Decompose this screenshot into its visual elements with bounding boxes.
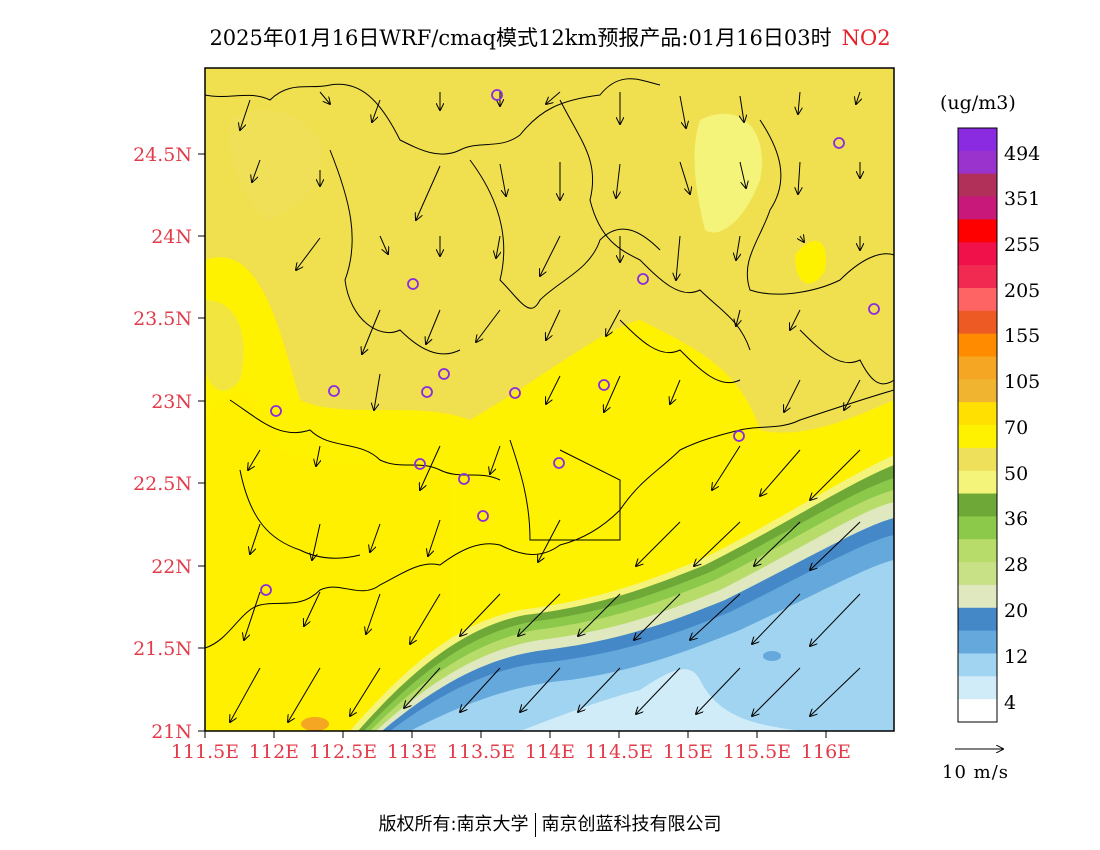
legend-swatch — [958, 333, 997, 357]
legend-label: 20 — [1004, 600, 1028, 622]
legend-labels: 494 351 255 205 155 105 70 50 36 28 20 1… — [1004, 143, 1040, 714]
wind-scale-label: 10 m/s — [942, 762, 1009, 783]
legend-label: 494 — [1004, 143, 1040, 165]
legend-swatch — [958, 242, 997, 266]
legend-label: 4 — [1004, 692, 1016, 714]
lon-label: 111.5E — [171, 741, 239, 763]
legend-swatch — [958, 425, 997, 449]
legend-swatch — [958, 699, 997, 723]
legend-swatch — [958, 447, 997, 472]
color-legend — [957, 127, 998, 723]
legend-label: 36 — [1004, 508, 1028, 530]
lon-label: 114E — [525, 741, 575, 763]
footer-right: 南京创蓝科技有限公司 — [541, 814, 722, 835]
lat-label: 23N — [151, 391, 192, 413]
lon-label: 112.5E — [309, 741, 377, 763]
legend-unit: (ug/m3) — [940, 92, 1016, 114]
legend-swatch — [958, 653, 997, 677]
lat-label: 21N — [151, 721, 192, 743]
boundaries — [205, 78, 894, 649]
lon-label: 116E — [801, 741, 851, 763]
legend-swatch — [958, 219, 997, 243]
legend-swatch — [958, 493, 997, 517]
lat-labels: 24.5N 24N 23.5N 23N 22.5N 22N 21.5N 21N — [133, 144, 192, 743]
legend-swatch — [958, 356, 997, 380]
legend-label: 105 — [1004, 371, 1040, 393]
footer-left: 版权所有:南京大学 — [378, 814, 529, 835]
legend-swatch — [958, 676, 997, 700]
legend-swatch — [958, 310, 997, 335]
station-markers — [260, 89, 880, 596]
footer-separator — [534, 813, 536, 837]
legend-swatch — [958, 128, 997, 152]
legend-swatch — [958, 402, 997, 426]
legend-label: 351 — [1004, 188, 1040, 210]
legend-label: 155 — [1004, 325, 1040, 347]
legend-label: 255 — [1004, 234, 1040, 256]
footer: 版权所有:南京大学 南京创蓝科技有限公司 — [0, 810, 1100, 837]
lon-labels: 111.5E 112E 112.5E 113E 113.5E 114E 114.… — [171, 741, 851, 763]
lat-label: 24.5N — [133, 144, 192, 166]
title-pollutant: NO2 — [841, 26, 891, 50]
lon-label: 112E — [249, 741, 299, 763]
legend-swatch — [958, 539, 997, 563]
legend-swatch — [958, 516, 997, 540]
wind-vectors — [230, 91, 860, 722]
legend-label: 50 — [1004, 463, 1028, 485]
legend-swatch — [958, 173, 997, 198]
lon-label: 113E — [387, 741, 437, 763]
lon-label: 115E — [663, 741, 713, 763]
lon-ticks — [204, 731, 827, 738]
legend-label: 12 — [1004, 646, 1028, 668]
legend-label: 28 — [1004, 554, 1028, 576]
legend-swatch — [958, 265, 997, 289]
lat-label: 24N — [151, 226, 192, 248]
legend-swatch — [958, 150, 997, 175]
lon-label: 113.5E — [447, 741, 515, 763]
lon-label: 114.5E — [585, 741, 653, 763]
legend-swatch — [958, 562, 997, 586]
lat-label: 22N — [151, 556, 192, 578]
legend-swatch — [958, 584, 997, 609]
legend-frame — [957, 127, 998, 723]
legend-label: 205 — [1004, 280, 1040, 302]
legend-swatch — [958, 630, 997, 654]
lat-label: 23.5N — [133, 308, 192, 330]
concentration-field — [205, 68, 894, 731]
legend-label: 70 — [1004, 417, 1028, 439]
legend-swatch — [958, 287, 997, 312]
lon-label: 115.5E — [723, 741, 791, 763]
legend-swatch — [958, 607, 997, 632]
map-title: 2025年01月16日WRF/cmaq模式12km预报产品:01月16日03时 N… — [0, 22, 1100, 52]
legend-swatch — [958, 470, 997, 495]
lat-ticks — [198, 153, 205, 732]
title-main: 2025年01月16日WRF/cmaq模式12km预报产品:01月16日03时 — [209, 26, 832, 50]
legend-swatch — [958, 196, 997, 220]
lat-label: 21.5N — [133, 638, 192, 660]
legend-swatch — [958, 379, 997, 403]
lat-label: 22.5N — [133, 473, 192, 495]
